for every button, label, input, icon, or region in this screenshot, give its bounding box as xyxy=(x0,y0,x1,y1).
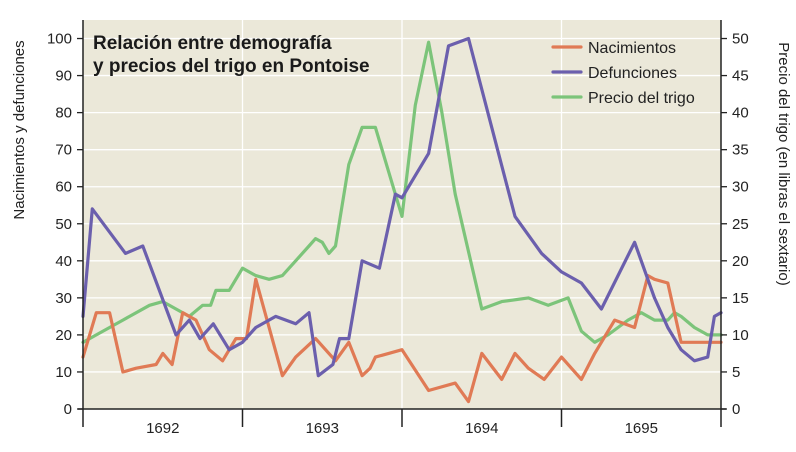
y-left-tick-label: 100 xyxy=(47,31,72,48)
y-left-tick-label: 60 xyxy=(55,179,72,196)
y-left-tick-label: 70 xyxy=(55,142,72,159)
y-left-tick-label: 0 xyxy=(64,401,72,418)
y-right-tick-label: 30 xyxy=(732,179,749,196)
x-tick-label: 1693 xyxy=(306,420,339,437)
x-tick-label: 1695 xyxy=(625,420,658,437)
y-right-tick-label: 25 xyxy=(732,216,749,233)
y-axis-right-title: Precio del trigo (en libras el sextario) xyxy=(775,42,792,285)
series-line-precio-trigo xyxy=(81,40,723,344)
legend: Nacimientos Defunciones Precio del trigo xyxy=(551,40,695,107)
y-right-tick-label: 10 xyxy=(732,327,749,344)
y-axis-left-title: Nacimientos y defunciones xyxy=(11,40,28,219)
x-tick-label: 1694 xyxy=(465,420,498,437)
series-line-nacimientos xyxy=(81,274,723,404)
legend-label: Precio del trigo xyxy=(588,90,695,107)
y-right-tick-label: 50 xyxy=(732,31,749,48)
series-line-defunciones xyxy=(81,36,723,378)
y-left-tick-label: 40 xyxy=(55,253,72,270)
chart-title-line-1: Relación entre demografía xyxy=(93,33,332,54)
chart-title-line-2: y precios del trigo en Pontoise xyxy=(93,56,370,77)
x-tick-label: 1692 xyxy=(146,420,179,437)
y-right-tick-label: 35 xyxy=(732,142,749,159)
y-left-tick-label: 50 xyxy=(55,216,72,233)
chart-title: Relación entre demografía y precios del … xyxy=(93,33,370,77)
axes-layer: 0 10 20 30 40 50 60 70 80 90 100 0 5 10 15 20 25 30 35 40 45… xyxy=(47,20,749,437)
y-right-tick-label: 20 xyxy=(732,253,749,270)
y-left-tick-label: 30 xyxy=(55,290,72,307)
y-right-tick-label: 0 xyxy=(732,401,740,418)
y-right-tick-label: 45 xyxy=(732,68,749,85)
y-left-tick-label: 80 xyxy=(55,105,72,122)
y-right-tick-label: 15 xyxy=(732,290,749,307)
legend-label: Defunciones xyxy=(588,65,677,82)
y-left-tick-label: 20 xyxy=(55,327,72,344)
y-left-tick-label: 90 xyxy=(55,68,72,85)
y-right-tick-label: 5 xyxy=(732,364,740,381)
grid-lines xyxy=(83,20,721,409)
series-layer xyxy=(81,36,723,404)
y-left-tick-label: 10 xyxy=(55,364,72,381)
legend-label: Nacimientos xyxy=(588,40,676,57)
y-right-tick-label: 40 xyxy=(732,105,749,122)
